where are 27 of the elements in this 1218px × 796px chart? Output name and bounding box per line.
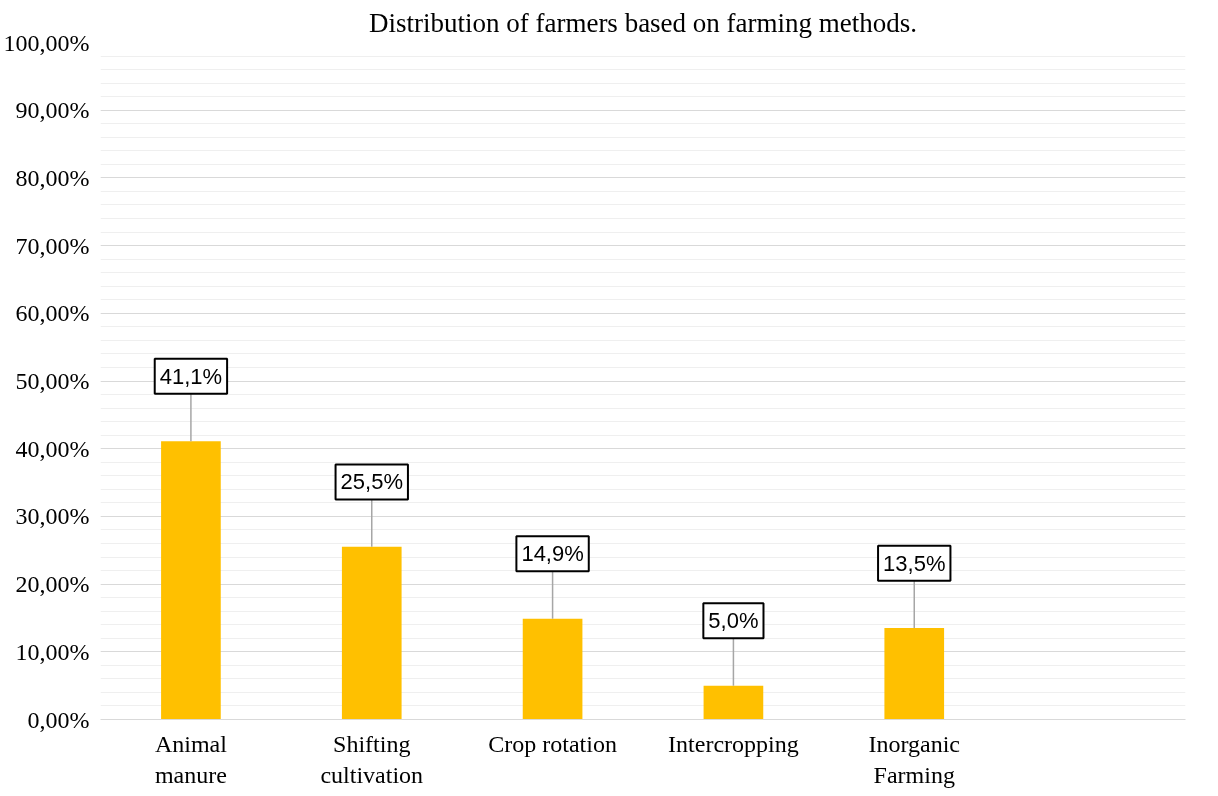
y-tick-label: 40,00%: [15, 435, 90, 462]
x-tick-label: Shifting cultivation: [320, 730, 424, 788]
bar: [703, 685, 764, 720]
y-tick-label: 20,00%: [15, 571, 90, 598]
x-tick-label: Crop rotation: [488, 730, 617, 757]
y-tick-label: 30,00%: [15, 503, 90, 530]
data-label: 41,1%: [159, 363, 223, 389]
x-tick-label: Inorganic Farming: [868, 730, 961, 788]
y-tick-label: 80,00%: [15, 164, 90, 191]
data-label: 25,5%: [340, 469, 403, 495]
data-label: 5,0%: [708, 608, 759, 634]
x-tick-label: Intercropping: [668, 730, 799, 757]
bar: [884, 628, 945, 720]
bar: [161, 441, 221, 720]
y-tick-label: 60,00%: [15, 300, 90, 327]
bar: [341, 546, 402, 720]
y-tick-label: 10,00%: [15, 638, 90, 665]
y-tick-label: 100,00%: [3, 29, 90, 56]
data-label: 13,5%: [883, 550, 946, 576]
y-tick-label: 90,00%: [15, 97, 90, 124]
data-label: 14,9%: [521, 541, 584, 567]
y-tick-label: 0,00%: [27, 706, 90, 733]
chart-title: Distribution of farmers based on farming methods.: [368, 7, 918, 38]
y-tick-label: 50,00%: [15, 368, 90, 394]
x-tick-label: Animal manure: [154, 730, 228, 788]
bar: [522, 618, 583, 720]
y-tick-label: 70,00%: [15, 232, 90, 259]
